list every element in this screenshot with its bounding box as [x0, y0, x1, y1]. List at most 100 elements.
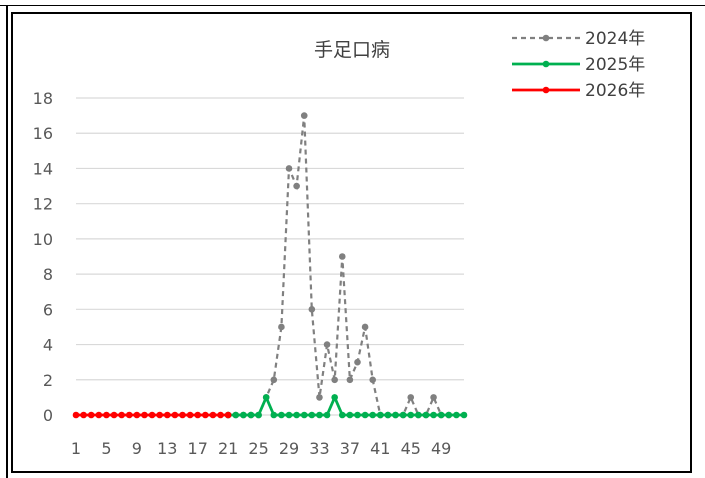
data-point: [323, 411, 331, 419]
x-tick-label: 25: [248, 439, 268, 458]
data-point: [163, 411, 171, 419]
data-point: [179, 411, 186, 419]
data-point: [278, 411, 285, 419]
y-tick-label: 0: [43, 406, 53, 425]
data-point: [270, 376, 278, 384]
x-tick-label: 45: [401, 439, 421, 458]
y-tick-label: 14: [33, 159, 53, 178]
data-point: [392, 411, 399, 419]
data-point: [399, 411, 407, 419]
data-point: [148, 411, 156, 419]
data-point: [194, 411, 202, 419]
data-point: [361, 323, 369, 331]
data-point: [262, 394, 270, 401]
data-point: [415, 411, 422, 419]
data-point: [80, 411, 87, 419]
x-tick-label: 49: [431, 439, 451, 458]
data-point: [369, 376, 377, 384]
chart-title: 手足口病: [314, 39, 390, 61]
y-axis-ticks: 0 2 4 6 8 10 12 14 16 18: [33, 89, 53, 425]
data-point: [255, 411, 262, 419]
legend-label: 2026年: [585, 81, 645, 101]
data-point: [445, 411, 453, 419]
data-point: [331, 394, 338, 401]
x-tick-label: 1: [71, 439, 81, 458]
data-point: [407, 411, 415, 419]
series-2024年: [224, 112, 453, 419]
left-border: [6, 6, 8, 478]
data-point: [300, 112, 308, 119]
data-point: [270, 411, 278, 419]
data-point: [110, 411, 118, 419]
gridlines: [76, 97, 464, 416]
x-axis-ticks: 1 5 9 13 17 21 25 29 33 37 41 45 49: [71, 439, 451, 458]
y-tick-label: 16: [33, 124, 53, 143]
data-point: [323, 341, 331, 348]
legend-marker: [542, 86, 550, 94]
data-point: [171, 411, 179, 419]
data-point: [384, 411, 392, 419]
data-point: [217, 411, 224, 419]
y-tick-label: 2: [43, 371, 53, 390]
data-point: [285, 165, 293, 172]
x-tick-label: 37: [340, 439, 360, 458]
data-point: [240, 411, 247, 419]
y-tick-label: 8: [43, 265, 53, 284]
data-point: [156, 411, 163, 419]
data-point: [285, 411, 293, 419]
data-point: [118, 411, 125, 419]
data-point: [361, 411, 369, 419]
data-point: [300, 411, 308, 419]
data-point: [308, 411, 316, 419]
y-tick-label: 10: [33, 230, 53, 249]
data-point: [430, 394, 437, 401]
x-tick-label: 21: [218, 439, 238, 458]
data-point: [141, 411, 148, 419]
data-point: [293, 411, 300, 419]
data-point: [209, 411, 217, 419]
data-point: [354, 358, 361, 366]
x-tick-label: 41: [370, 439, 390, 458]
x-tick-label: 29: [279, 439, 299, 458]
legend-marker: [542, 34, 550, 42]
data-point: [338, 253, 346, 260]
data-point: [453, 411, 460, 419]
data-point: [316, 394, 323, 401]
data-point: [87, 411, 95, 419]
data-point: [133, 411, 141, 419]
series-line: [228, 115, 449, 417]
legend: 2024年 2025年 2026年: [512, 29, 645, 101]
data-point: [95, 411, 103, 419]
data-point: [293, 182, 300, 190]
x-tick-label: 17: [188, 439, 208, 458]
data-point: [72, 411, 80, 419]
data-point: [437, 411, 445, 419]
data-point: [186, 411, 194, 419]
x-tick-label: 5: [101, 439, 111, 458]
data-point: [422, 411, 430, 419]
data-point: [460, 411, 468, 419]
data-point: [331, 376, 338, 384]
data-point: [232, 411, 240, 419]
data-point: [103, 411, 110, 419]
data-point: [247, 411, 255, 419]
data-point: [346, 411, 354, 419]
data-point: [224, 411, 232, 419]
data-point: [346, 376, 354, 384]
y-tick-label: 12: [33, 195, 53, 214]
data-point: [278, 323, 285, 331]
top-border: [0, 0, 705, 6]
data-point: [308, 306, 316, 313]
y-tick-label: 18: [33, 89, 53, 108]
data-point: [369, 411, 377, 419]
series-layer: [72, 112, 468, 419]
series-2025年: [224, 393, 468, 419]
data-point: [202, 411, 209, 419]
legend-marker: [542, 60, 550, 68]
data-point: [407, 394, 415, 401]
series-2026年: [72, 411, 232, 419]
data-point: [377, 411, 384, 419]
x-tick-label: 9: [132, 439, 142, 458]
x-tick-label: 13: [157, 439, 177, 458]
